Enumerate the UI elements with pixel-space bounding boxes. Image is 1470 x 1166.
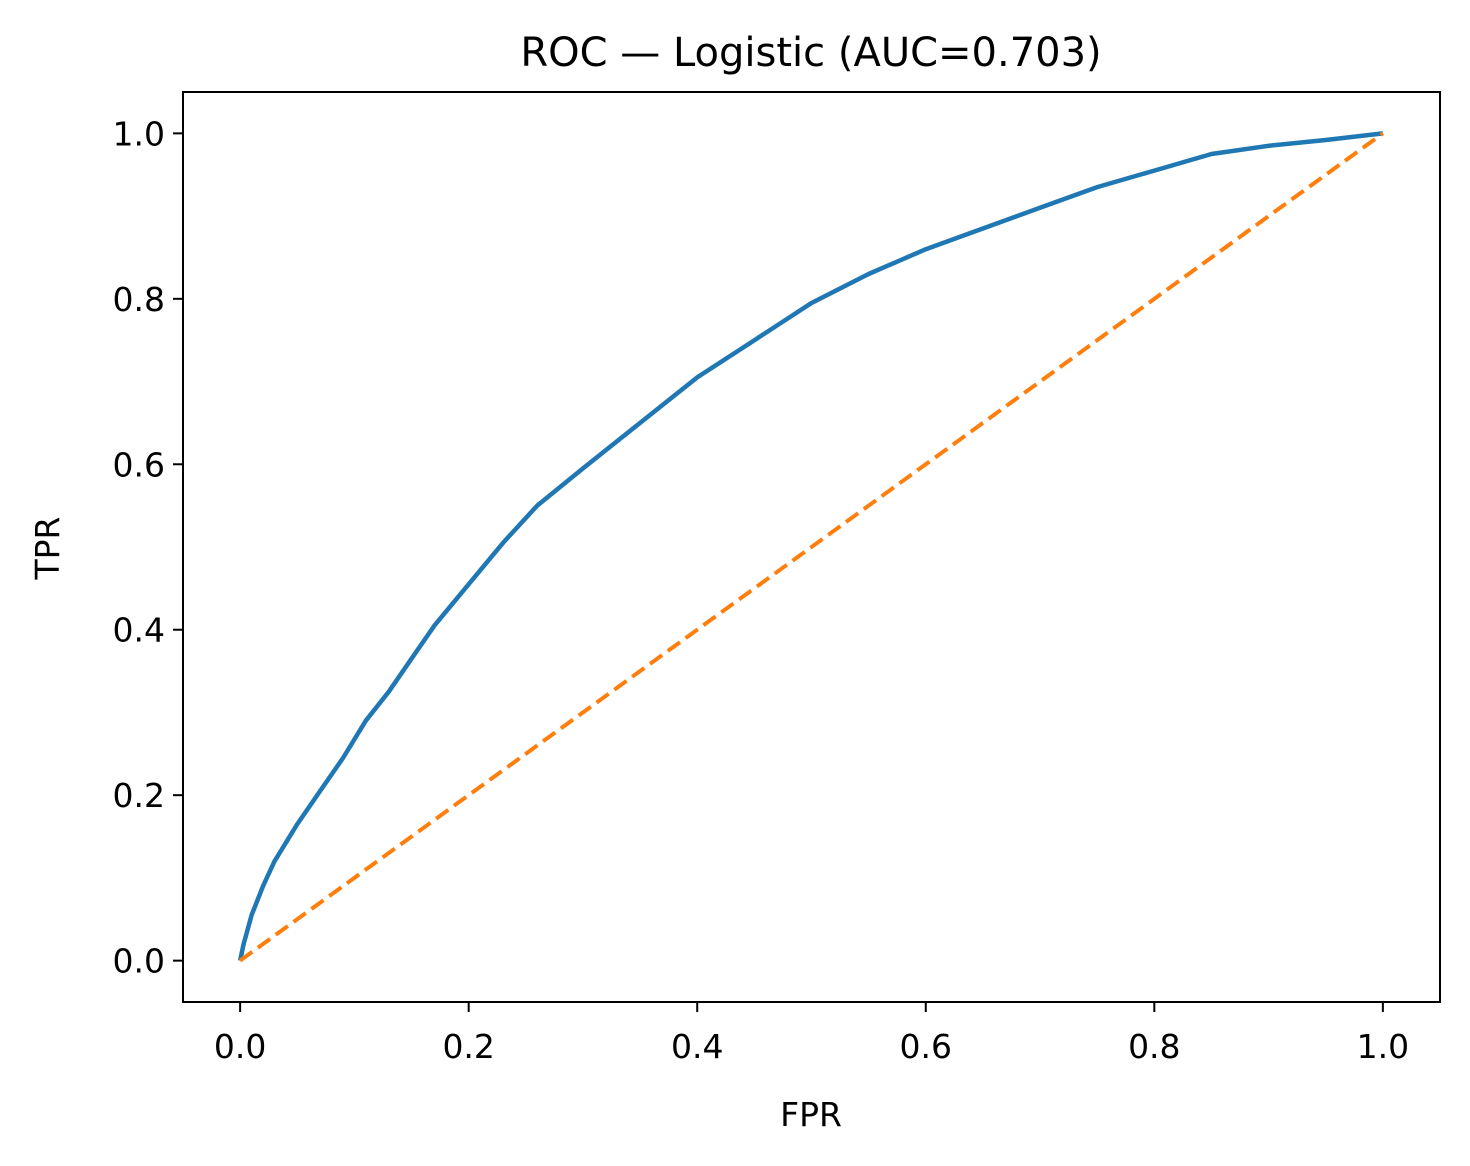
y-axis-label: TPR bbox=[28, 517, 67, 581]
y-tick-label: 0.6 bbox=[113, 445, 165, 484]
x-axis-ticks: 0.0 0.2 0.4 0.6 0.8 1.0 bbox=[214, 1002, 1409, 1066]
x-tick-label: 0.2 bbox=[442, 1027, 494, 1066]
chart-title: ROC — Logistic (AUC=0.703) bbox=[520, 30, 1101, 76]
y-tick-label: 0.0 bbox=[113, 942, 165, 981]
y-axis-ticks: 0.0 0.2 0.4 0.6 0.8 1.0 bbox=[113, 114, 183, 981]
x-tick-label: 0.0 bbox=[214, 1027, 266, 1066]
x-tick-label: 0.4 bbox=[671, 1027, 723, 1066]
x-axis-label: FPR bbox=[780, 1095, 842, 1134]
series-layer bbox=[237, 131, 1385, 963]
chance-diagonal-line bbox=[238, 131, 1385, 963]
x-tick-label: 0.8 bbox=[1128, 1027, 1180, 1066]
x-tick-label: 1.0 bbox=[1357, 1027, 1409, 1066]
roc-curve-line bbox=[237, 131, 1384, 962]
y-tick-label: 1.0 bbox=[113, 114, 165, 153]
y-tick-label: 0.8 bbox=[113, 280, 165, 319]
y-tick-label: 0.2 bbox=[113, 776, 165, 815]
x-tick-label: 0.6 bbox=[900, 1027, 952, 1066]
y-tick-label: 0.4 bbox=[113, 611, 165, 650]
plot-frame bbox=[182, 91, 1441, 1003]
